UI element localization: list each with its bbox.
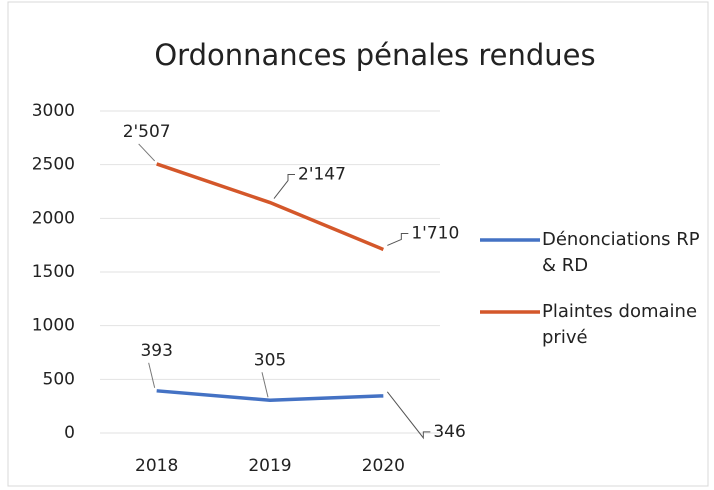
data-label: 346	[433, 422, 465, 442]
leader-line	[386, 391, 431, 440]
leader-line	[387, 232, 409, 246]
data-label: 1'710	[411, 223, 459, 243]
chart-frame	[7, 1, 709, 487]
x-tick-label: 2020	[362, 456, 405, 476]
x-tick-label: 2019	[248, 456, 291, 476]
y-tick-label: 1000	[32, 316, 75, 336]
data-label: 393	[140, 341, 172, 361]
y-tick-label: 1500	[32, 262, 75, 282]
y-tick-label: 3000	[32, 101, 75, 121]
x-tick-label: 2018	[135, 456, 178, 476]
chart-title: Ordonnances pénales rendues	[154, 38, 595, 72]
y-tick-label: 0	[64, 423, 75, 443]
data-label: 2'147	[298, 165, 346, 185]
leader-line	[138, 143, 156, 162]
series-line	[156, 389, 384, 403]
legend-label: Plaintes domaine privé	[542, 301, 698, 348]
data-label: 305	[254, 350, 286, 370]
y-tick-label: 500	[43, 369, 75, 389]
series-line	[156, 162, 385, 252]
leader-line	[273, 174, 295, 199]
legend-label: Dénonciations RP & RD	[542, 229, 700, 276]
y-tick-label: 2000	[32, 208, 75, 228]
y-tick-label: 2500	[32, 155, 75, 175]
data-label: 2'507	[123, 122, 171, 142]
leader-line	[148, 362, 156, 388]
leader-line	[261, 372, 269, 398]
